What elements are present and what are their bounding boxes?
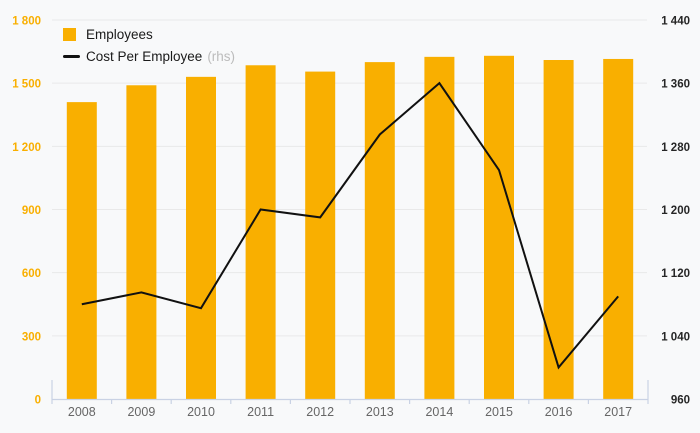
bar-2011 <box>245 65 276 400</box>
left-axis-tick-label: 1 200 <box>12 142 41 154</box>
cost-per-employee-line <box>81 81 619 370</box>
x-axis-label-2014: 2014 <box>425 405 453 419</box>
left-axis-tick-label: 1 800 <box>12 16 41 28</box>
x-axis-label-2008: 2008 <box>68 405 96 419</box>
bar-2014 <box>424 56 455 399</box>
bar-2008 <box>66 102 97 399</box>
x-axis-label-2016: 2016 <box>545 405 573 419</box>
bar-2010 <box>186 76 216 399</box>
legend-note-rhs: (rhs) <box>207 49 236 64</box>
x-axis-label-2012: 2012 <box>306 405 334 419</box>
left-axis-tick-label: 0 <box>35 395 41 407</box>
right-axis-tick-label: 1 200 <box>661 205 690 217</box>
left-axis-tick-label: 1 500 <box>12 79 41 91</box>
bar-2009 <box>126 85 157 400</box>
cost-line-swatch-icon <box>63 55 80 58</box>
x-axis-label-2010: 2010 <box>187 405 215 419</box>
left-axis-tick-label: 900 <box>22 205 41 217</box>
legend-item-cost-per-employee: Cost Per Employee (rhs) <box>63 49 235 64</box>
right-axis-tick-label: 1 280 <box>661 142 690 154</box>
bar-2015 <box>484 55 514 400</box>
x-axis-label-2009: 2009 <box>127 405 155 419</box>
right-axis-tick-label: 1 120 <box>661 268 690 280</box>
right-axis-tick-label: 960 <box>671 395 690 407</box>
x-axis-label-2015: 2015 <box>485 405 513 419</box>
x-axis-label-2011: 2011 <box>247 405 274 419</box>
x-axis-label-2013: 2013 <box>366 405 394 419</box>
right-axis-tick-label: 1 360 <box>661 79 690 91</box>
legend-label-employees: Employees <box>86 27 153 42</box>
bar-2013 <box>364 62 395 399</box>
employees-swatch-icon <box>63 28 76 41</box>
left-axis-tick-label: 600 <box>22 268 41 280</box>
bar-2017 <box>603 58 634 399</box>
right-axis-tick-label: 1 040 <box>661 331 690 343</box>
bar-2016 <box>543 60 574 399</box>
right-axis-tick-label: 1 440 <box>661 16 690 28</box>
legend-item-employees: Employees <box>63 27 235 42</box>
x-axis-label-2017: 2017 <box>604 405 632 419</box>
left-axis-tick-label: 300 <box>22 331 41 343</box>
legend-label-cost-per-employee: Cost Per Employee <box>86 49 203 64</box>
legend: Employees Cost Per Employee (rhs) <box>63 27 235 71</box>
bar-2012 <box>305 71 336 399</box>
